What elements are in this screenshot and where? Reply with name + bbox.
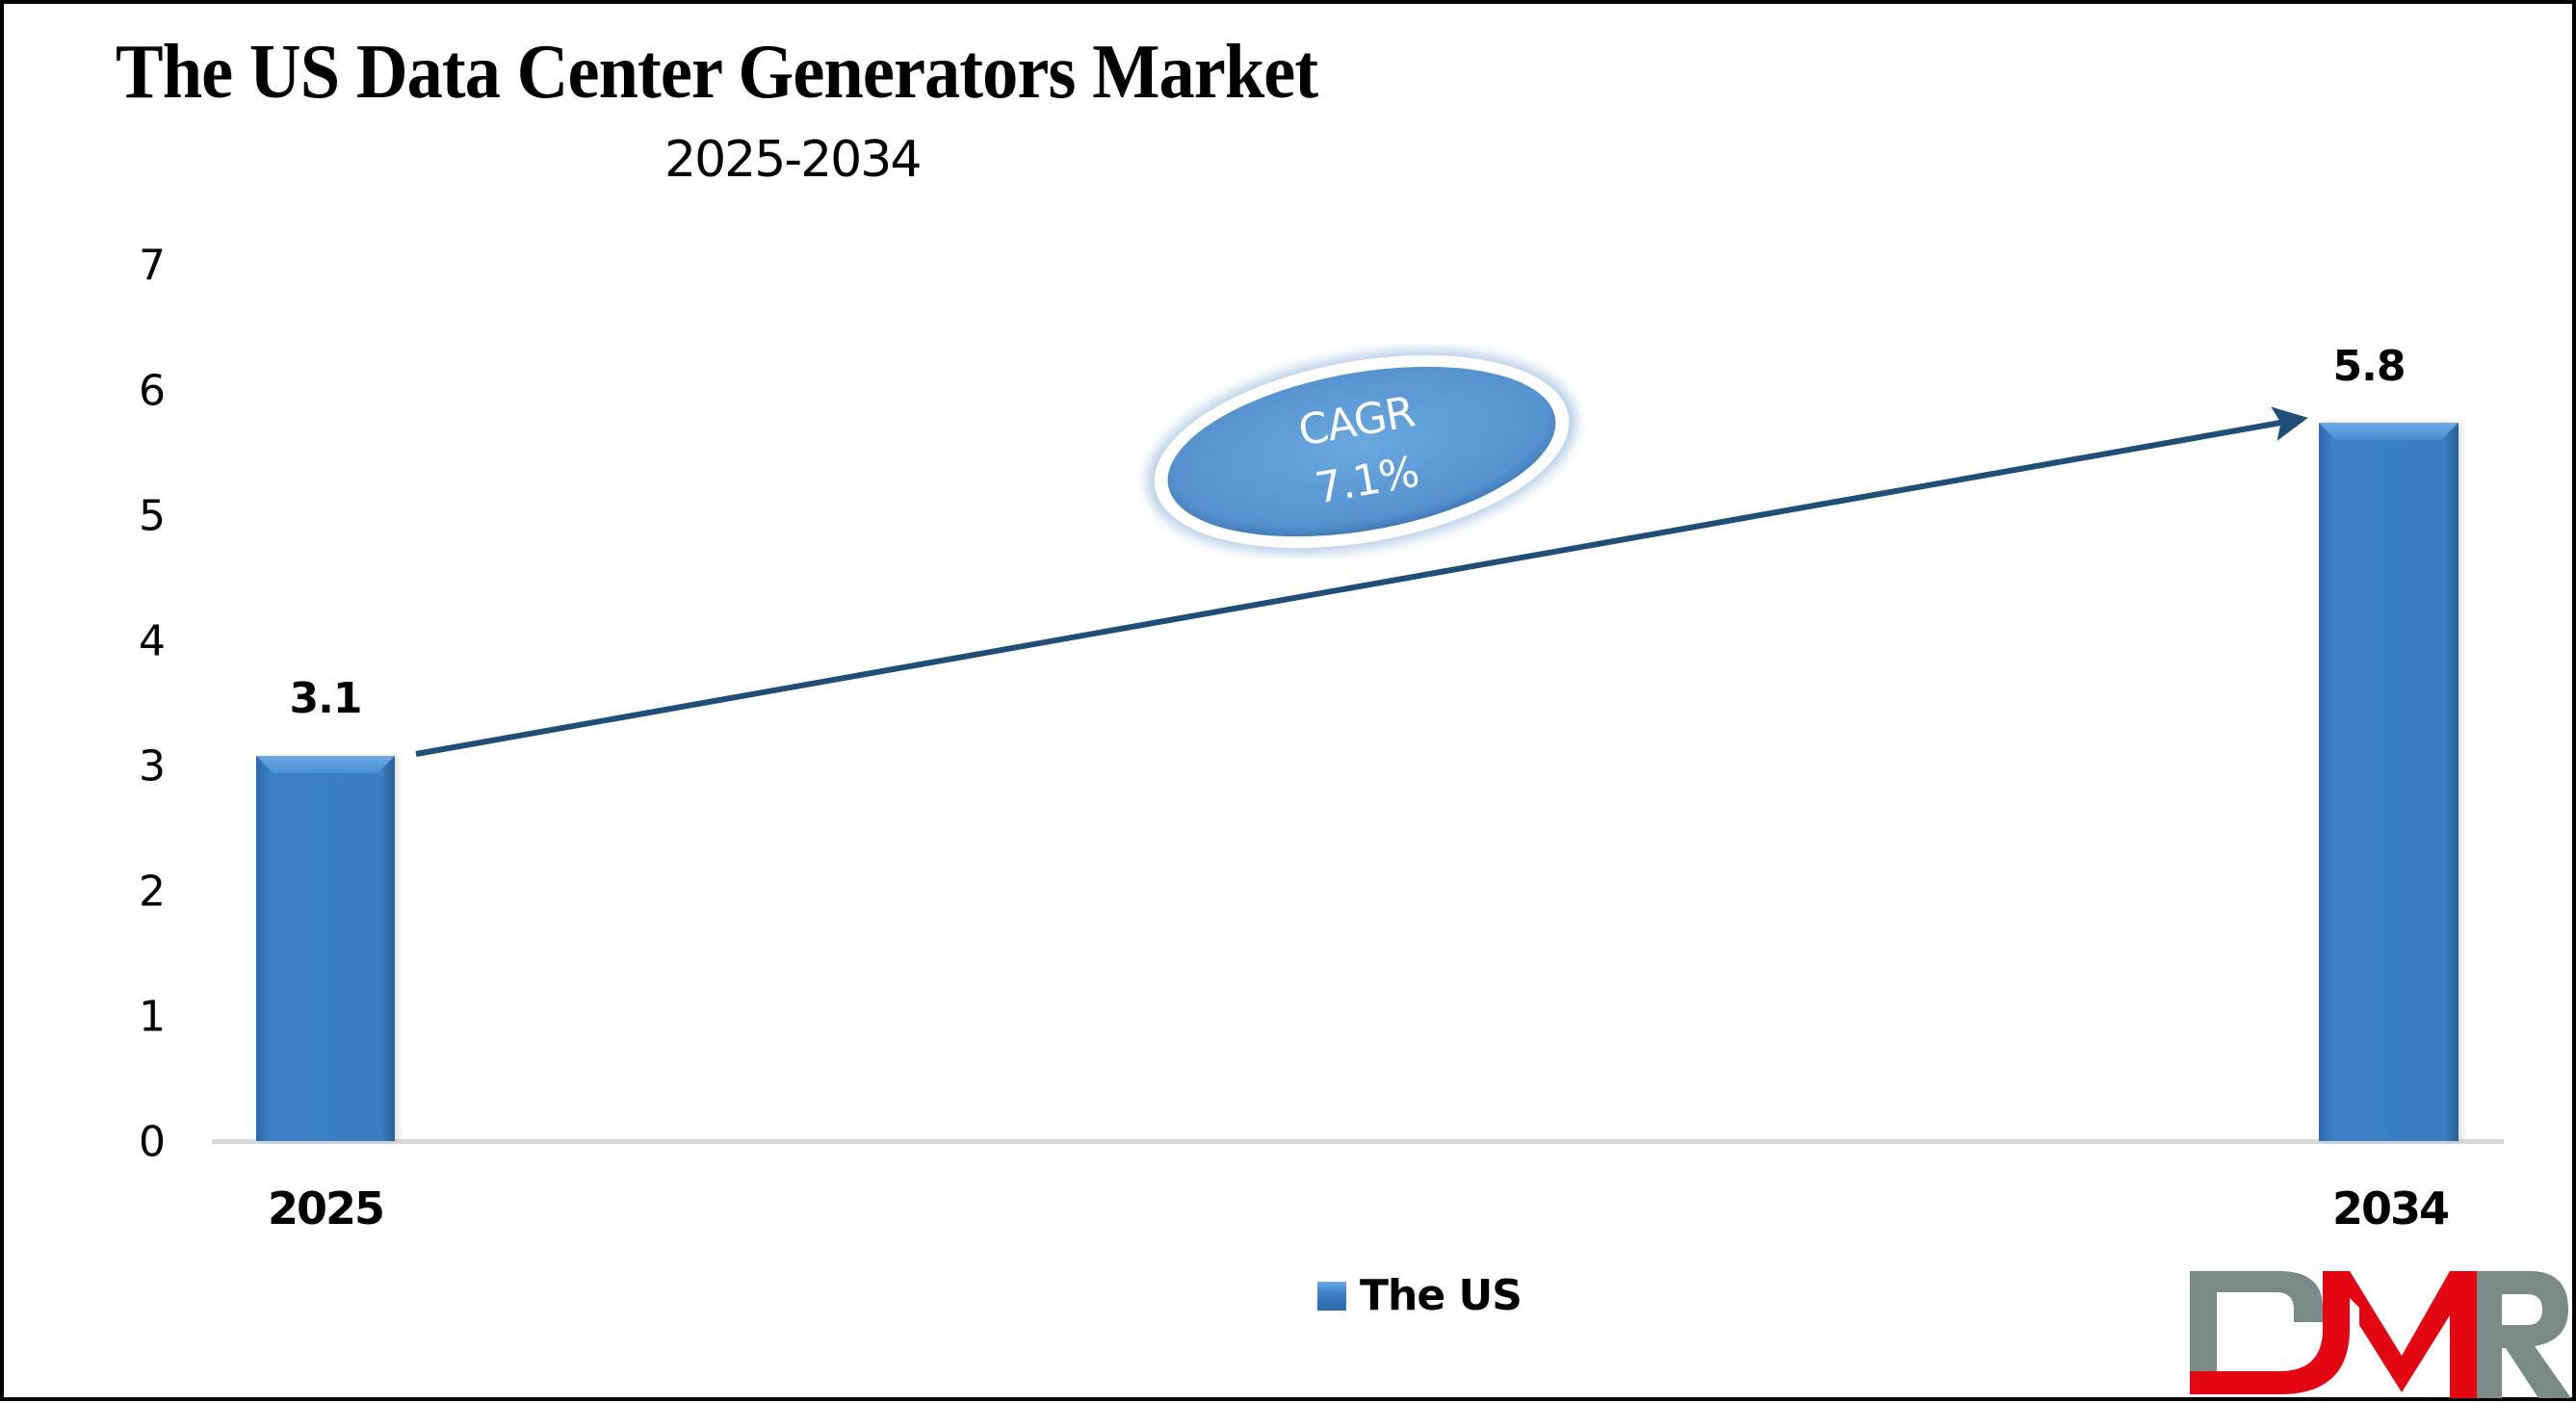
bar-2034 — [2319, 423, 2459, 1141]
y-tick-3: 3 — [139, 741, 166, 792]
bar-value-2025: 3.1 — [289, 674, 363, 723]
x-tick-2025: 2025 — [267, 1182, 385, 1234]
y-tick-4: 4 — [139, 616, 166, 666]
ellipse-icon — [1146, 349, 1577, 555]
y-tick-7: 7 — [139, 241, 166, 291]
bar-value-2034: 5.8 — [2332, 342, 2407, 391]
chart-subtitle: 2025-2034 — [664, 131, 922, 189]
y-tick-5: 5 — [139, 491, 166, 541]
dmr-logo-icon — [2190, 1271, 2571, 1398]
x-axis-line — [212, 1139, 2504, 1144]
legend-label: The US — [1360, 1271, 1522, 1320]
y-tick-0: 0 — [139, 1117, 166, 1167]
chart-title: The US Data Center Generators Market — [116, 30, 1318, 115]
dmr-logo — [2188, 1269, 2573, 1398]
cagr-callout: CAGR 7.1% — [1134, 345, 1589, 559]
legend-swatch-icon — [1317, 1281, 1346, 1311]
y-tick-6: 6 — [139, 366, 166, 416]
y-tick-2: 2 — [139, 867, 166, 917]
bar-2025 — [256, 756, 395, 1141]
legend: The US — [1317, 1271, 1522, 1320]
x-tick-2034: 2034 — [2331, 1182, 2450, 1234]
y-tick-1: 1 — [139, 992, 166, 1042]
